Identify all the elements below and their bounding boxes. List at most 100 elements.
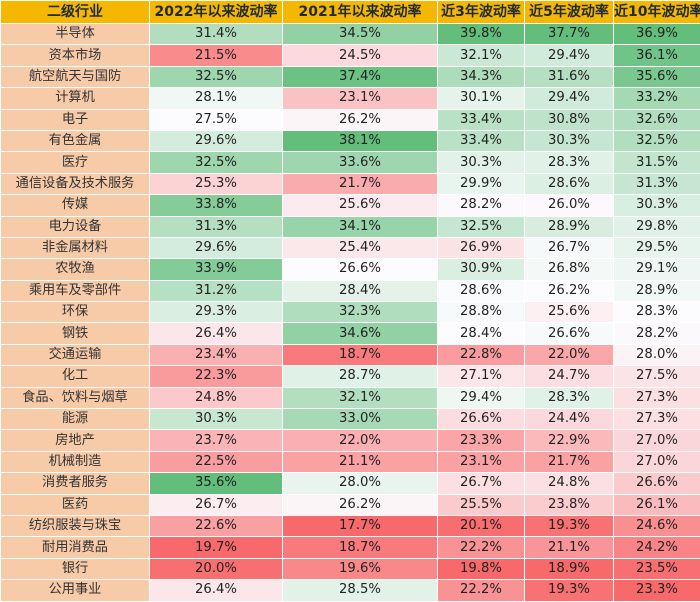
cell-vol-10y: 31.3% — [614, 173, 700, 194]
cell-vol-2022: 20.0% — [150, 558, 283, 579]
cell-vol-10y: 36.9% — [614, 24, 700, 45]
cell-vol-5y: 18.9% — [525, 558, 614, 579]
cell-vol-2022: 21.5% — [150, 45, 283, 66]
cell-vol-2021: 26.2% — [283, 109, 438, 130]
cell-vol-10y: 28.0% — [614, 344, 700, 365]
cell-vol-5y: 28.9% — [525, 216, 614, 237]
industry-name: 环保 — [1, 302, 150, 323]
cell-vol-5y: 31.6% — [525, 66, 614, 87]
industry-name: 房地产 — [1, 430, 150, 451]
cell-vol-2022: 25.3% — [150, 173, 283, 194]
cell-vol-3y: 39.8% — [438, 24, 525, 45]
cell-vol-2022: 24.8% — [150, 387, 283, 408]
industry-name: 航空航天与国防 — [1, 66, 150, 87]
industry-name: 钢铁 — [1, 323, 150, 344]
cell-vol-2021: 25.4% — [283, 237, 438, 258]
cell-vol-5y: 22.0% — [525, 344, 614, 365]
cell-vol-10y: 29.1% — [614, 259, 700, 280]
cell-vol-10y: 23.5% — [614, 558, 700, 579]
cell-vol-3y: 28.8% — [438, 302, 525, 323]
header-vol-5y: 近5年波动率 — [525, 1, 614, 24]
cell-vol-2021: 19.6% — [283, 558, 438, 579]
header-vol-2022: 2022年以来波动率 — [150, 1, 283, 24]
cell-vol-3y: 30.1% — [438, 88, 525, 109]
cell-vol-10y: 24.2% — [614, 537, 700, 558]
cell-vol-2022: 19.7% — [150, 537, 283, 558]
cell-vol-10y: 28.9% — [614, 280, 700, 301]
cell-vol-10y: 27.5% — [614, 366, 700, 387]
cell-vol-3y: 22.8% — [438, 344, 525, 365]
industry-name: 通信设备及技术服务 — [1, 173, 150, 194]
cell-vol-5y: 24.7% — [525, 366, 614, 387]
volatility-table-container: 二级行业 2022年以来波动率 2021年以来波动率 近3年波动率 近5年波动率… — [0, 0, 700, 587]
cell-vol-2022: 33.8% — [150, 195, 283, 216]
cell-vol-10y: 27.0% — [614, 430, 700, 451]
cell-vol-2021: 22.0% — [283, 430, 438, 451]
cell-vol-3y: 28.4% — [438, 323, 525, 344]
industry-name: 非金属材料 — [1, 237, 150, 258]
cell-vol-2022: 31.4% — [150, 24, 283, 45]
cell-vol-2021: 32.3% — [283, 302, 438, 323]
cell-vol-10y: 27.0% — [614, 451, 700, 472]
cell-vol-2021: 34.5% — [283, 24, 438, 45]
industry-name: 乘用车及零部件 — [1, 280, 150, 301]
cell-vol-5y: 22.9% — [525, 430, 614, 451]
cell-vol-3y: 32.5% — [438, 216, 525, 237]
cell-vol-10y: 24.6% — [614, 515, 700, 536]
cell-vol-5y: 24.4% — [525, 409, 614, 430]
cell-vol-3y: 26.7% — [438, 473, 525, 494]
cell-vol-5y: 30.8% — [525, 109, 614, 130]
cell-vol-3y: 29.4% — [438, 387, 525, 408]
industry-name: 电子 — [1, 109, 150, 130]
cell-vol-2021: 28.7% — [283, 366, 438, 387]
cell-vol-10y: 36.1% — [614, 45, 700, 66]
cell-vol-3y: 32.1% — [438, 45, 525, 66]
cell-vol-2022: 29.3% — [150, 302, 283, 323]
industry-name: 能源 — [1, 409, 150, 430]
cell-vol-3y: 23.1% — [438, 451, 525, 472]
cell-vol-2021: 24.5% — [283, 45, 438, 66]
cell-vol-5y: 37.7% — [525, 24, 614, 45]
cell-vol-2021: 33.6% — [283, 152, 438, 173]
cell-vol-10y: 32.6% — [614, 109, 700, 130]
cell-vol-3y: 20.1% — [438, 515, 525, 536]
industry-name: 资本市场 — [1, 45, 150, 66]
cell-vol-2022: 23.4% — [150, 344, 283, 365]
cell-vol-3y: 28.2% — [438, 195, 525, 216]
cell-vol-2022: 26.4% — [150, 323, 283, 344]
cell-vol-2021: 18.7% — [283, 344, 438, 365]
industry-name: 化工 — [1, 366, 150, 387]
cell-vol-2022: 22.5% — [150, 451, 283, 472]
industry-name: 传媒 — [1, 195, 150, 216]
cell-vol-2021: 17.7% — [283, 515, 438, 536]
cell-vol-2022: 26.7% — [150, 494, 283, 515]
industry-name: 机械制造 — [1, 451, 150, 472]
cell-vol-2021: 33.0% — [283, 409, 438, 430]
industry-name: 食品、饮料与烟草 — [1, 387, 150, 408]
cell-vol-5y: 28.3% — [525, 387, 614, 408]
cell-vol-10y: 29.5% — [614, 237, 700, 258]
cell-vol-10y: 32.5% — [614, 130, 700, 151]
cell-vol-2021: 28.0% — [283, 473, 438, 494]
cell-vol-2022: 33.9% — [150, 259, 283, 280]
industry-name: 公用事业 — [1, 580, 150, 601]
cell-vol-2022: 30.3% — [150, 409, 283, 430]
cell-vol-10y: 26.1% — [614, 494, 700, 515]
cell-vol-3y: 28.6% — [438, 280, 525, 301]
cell-vol-2022: 26.4% — [150, 580, 283, 601]
cell-vol-2022: 35.6% — [150, 473, 283, 494]
cell-vol-2021: 26.6% — [283, 259, 438, 280]
